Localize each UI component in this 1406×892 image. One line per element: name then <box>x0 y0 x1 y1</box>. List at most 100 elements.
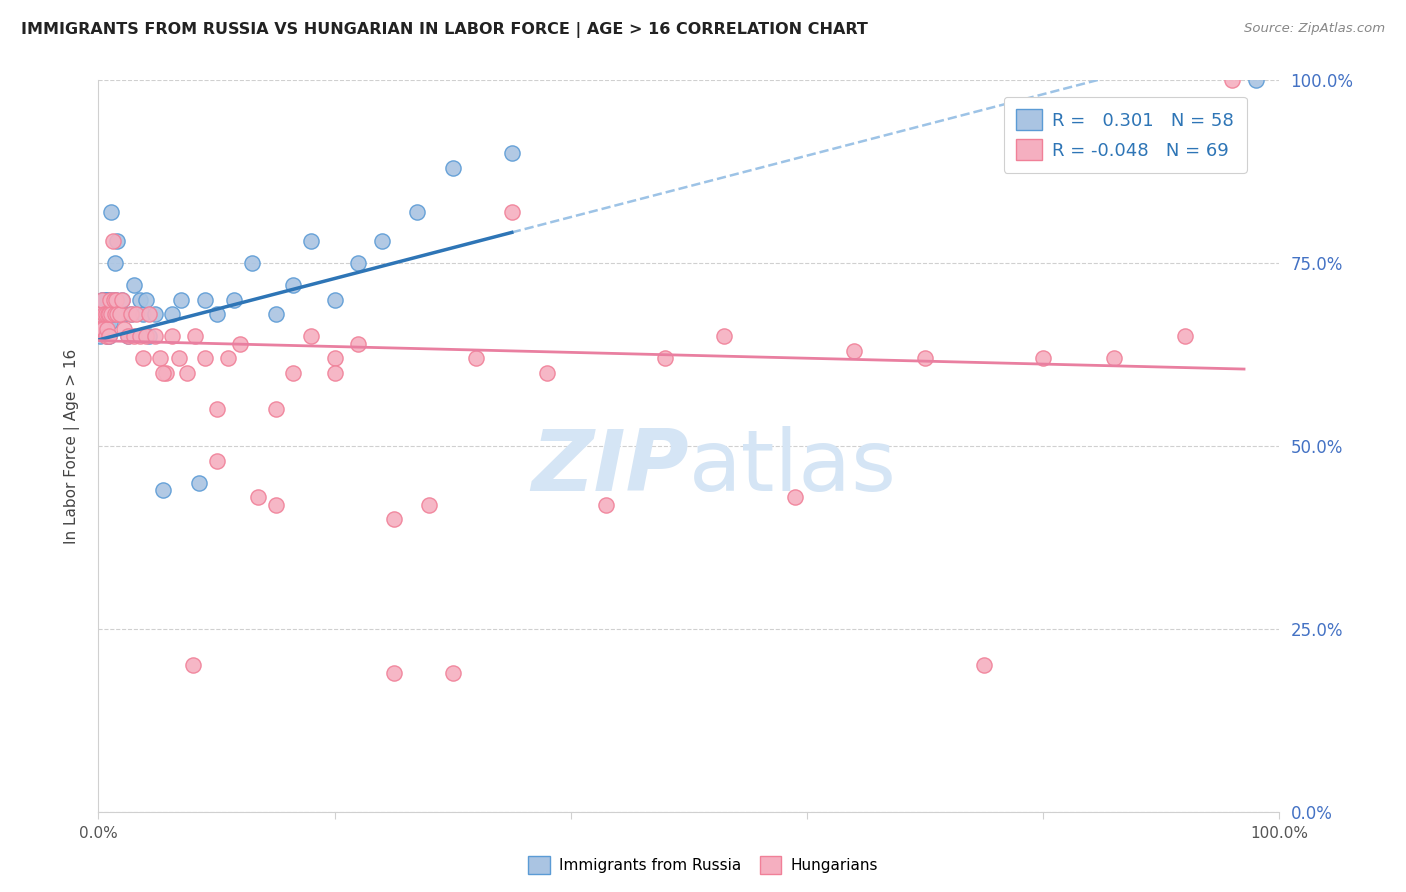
Point <box>96 322 118 336</box>
Point <box>135 293 157 307</box>
Point <box>187 475 209 490</box>
Point <box>111 293 134 307</box>
Point <box>155 366 177 380</box>
Point <box>101 307 124 321</box>
Point <box>149 351 172 366</box>
Point <box>128 293 150 307</box>
Point <box>112 322 135 336</box>
Point <box>103 293 125 307</box>
Point <box>441 161 464 175</box>
Point <box>176 366 198 380</box>
Text: atlas: atlas <box>689 426 897 509</box>
Point <box>418 498 440 512</box>
Point <box>347 336 370 351</box>
Point <box>299 234 322 248</box>
Point <box>1220 73 1243 87</box>
Point <box>122 329 145 343</box>
Point <box>105 307 128 321</box>
Point <box>96 329 118 343</box>
Point <box>595 498 617 512</box>
Point <box>98 307 121 321</box>
Point <box>94 307 117 321</box>
Point <box>264 307 287 321</box>
Point <box>98 329 121 343</box>
Point <box>91 315 114 329</box>
Point <box>98 315 121 329</box>
Point <box>170 293 193 307</box>
Point <box>94 293 117 307</box>
Point <box>105 293 128 307</box>
Point <box>1174 329 1197 343</box>
Point <box>112 307 135 321</box>
Point <box>103 293 125 307</box>
Point <box>94 322 117 336</box>
Text: Source: ZipAtlas.com: Source: ZipAtlas.com <box>1244 22 1385 36</box>
Point <box>205 402 228 417</box>
Point <box>100 205 122 219</box>
Text: ZIP: ZIP <box>531 426 689 509</box>
Point <box>382 665 405 680</box>
Point <box>160 329 183 343</box>
Point <box>90 307 112 321</box>
Point <box>205 453 228 467</box>
Point <box>323 366 346 380</box>
Point <box>501 205 523 219</box>
Text: IMMIGRANTS FROM RUSSIA VS HUNGARIAN IN LABOR FORCE | AGE > 16 CORRELATION CHART: IMMIGRANTS FROM RUSSIA VS HUNGARIAN IN L… <box>21 22 868 38</box>
Point <box>94 329 117 343</box>
Point <box>91 307 114 321</box>
Point <box>93 307 115 321</box>
Point <box>90 322 112 336</box>
Legend: Immigrants from Russia, Hungarians: Immigrants from Russia, Hungarians <box>522 850 884 880</box>
Point <box>205 307 228 321</box>
Point <box>152 366 174 380</box>
Point <box>132 307 155 321</box>
Point <box>184 329 207 343</box>
Point <box>1032 351 1054 366</box>
Point <box>97 315 120 329</box>
Point <box>117 329 139 343</box>
Point <box>143 329 166 343</box>
Point <box>101 234 124 248</box>
Point <box>229 336 252 351</box>
Point <box>264 498 287 512</box>
Point <box>299 329 322 343</box>
Point <box>264 402 287 417</box>
Point <box>125 307 148 321</box>
Point <box>406 205 429 219</box>
Point <box>121 307 143 321</box>
Point <box>91 293 114 307</box>
Point <box>501 146 523 161</box>
Point <box>91 293 114 307</box>
Point <box>441 665 464 680</box>
Point <box>98 293 121 307</box>
Point <box>138 307 160 321</box>
Point <box>111 293 134 307</box>
Point <box>167 351 190 366</box>
Point <box>122 278 145 293</box>
Point <box>98 307 121 321</box>
Point <box>93 293 115 307</box>
Point <box>138 329 160 343</box>
Point <box>94 307 117 321</box>
Point <box>347 256 370 270</box>
Point <box>128 329 150 343</box>
Legend: R =   0.301   N = 58, R = -0.048   N = 69: R = 0.301 N = 58, R = -0.048 N = 69 <box>1004 96 1247 173</box>
Point <box>283 366 305 380</box>
Point <box>91 293 114 307</box>
Point <box>98 329 121 343</box>
Point <box>97 307 120 321</box>
Point <box>105 234 128 248</box>
Point <box>121 307 143 321</box>
Point <box>323 293 346 307</box>
Point <box>89 329 111 343</box>
Point <box>108 307 131 321</box>
Point <box>160 307 183 321</box>
Point <box>143 307 166 321</box>
Point <box>217 351 239 366</box>
Point <box>91 322 114 336</box>
Point <box>96 307 118 321</box>
Point <box>914 351 936 366</box>
Point <box>382 512 405 526</box>
Point <box>194 293 217 307</box>
Point <box>90 322 112 336</box>
